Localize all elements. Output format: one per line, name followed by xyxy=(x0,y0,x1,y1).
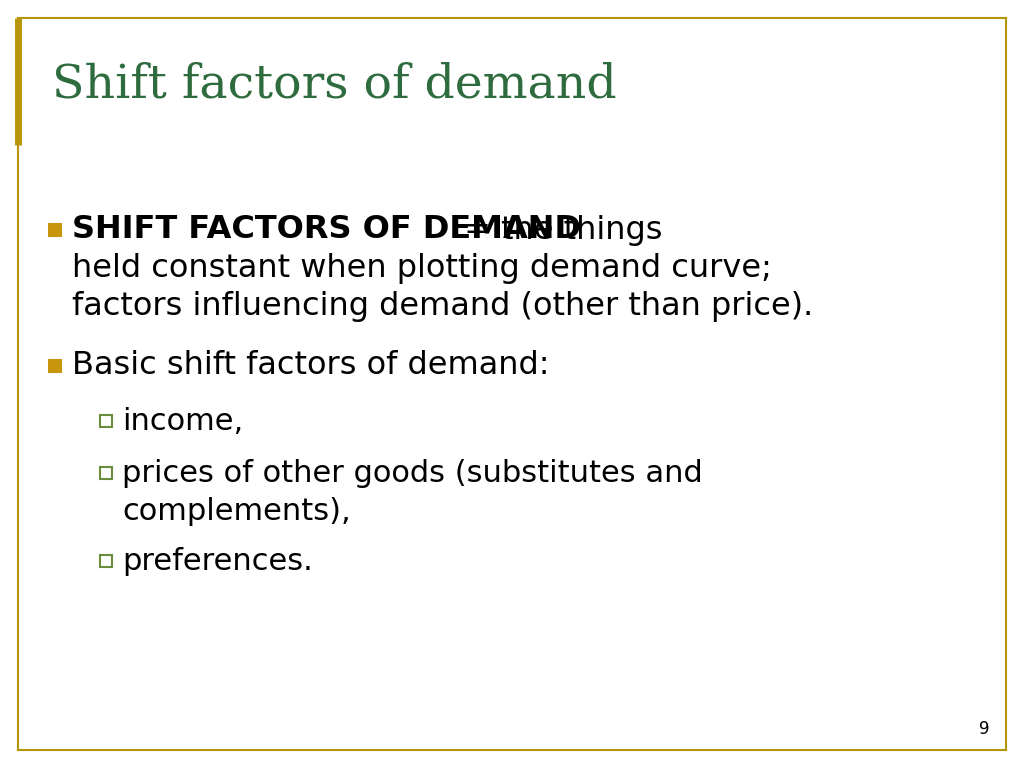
Text: SHIFT FACTORS OF DEMAND: SHIFT FACTORS OF DEMAND xyxy=(72,214,581,246)
Text: = the things: = the things xyxy=(454,214,663,246)
Bar xyxy=(48,359,62,373)
Text: Basic shift factors of demand:: Basic shift factors of demand: xyxy=(72,350,550,382)
Bar xyxy=(100,555,112,567)
Bar xyxy=(48,223,62,237)
Text: prices of other goods (substitutes and: prices of other goods (substitutes and xyxy=(122,458,702,488)
Bar xyxy=(100,415,112,427)
Bar xyxy=(100,467,112,479)
Text: factors influencing demand (other than price).: factors influencing demand (other than p… xyxy=(72,290,813,322)
Text: income,: income, xyxy=(122,406,244,435)
Text: complements),: complements), xyxy=(122,496,351,525)
Text: preferences.: preferences. xyxy=(122,547,312,575)
Text: 9: 9 xyxy=(980,720,990,738)
Text: held constant when plotting demand curve;: held constant when plotting demand curve… xyxy=(72,253,772,283)
Text: Shift factors of demand: Shift factors of demand xyxy=(52,62,616,108)
